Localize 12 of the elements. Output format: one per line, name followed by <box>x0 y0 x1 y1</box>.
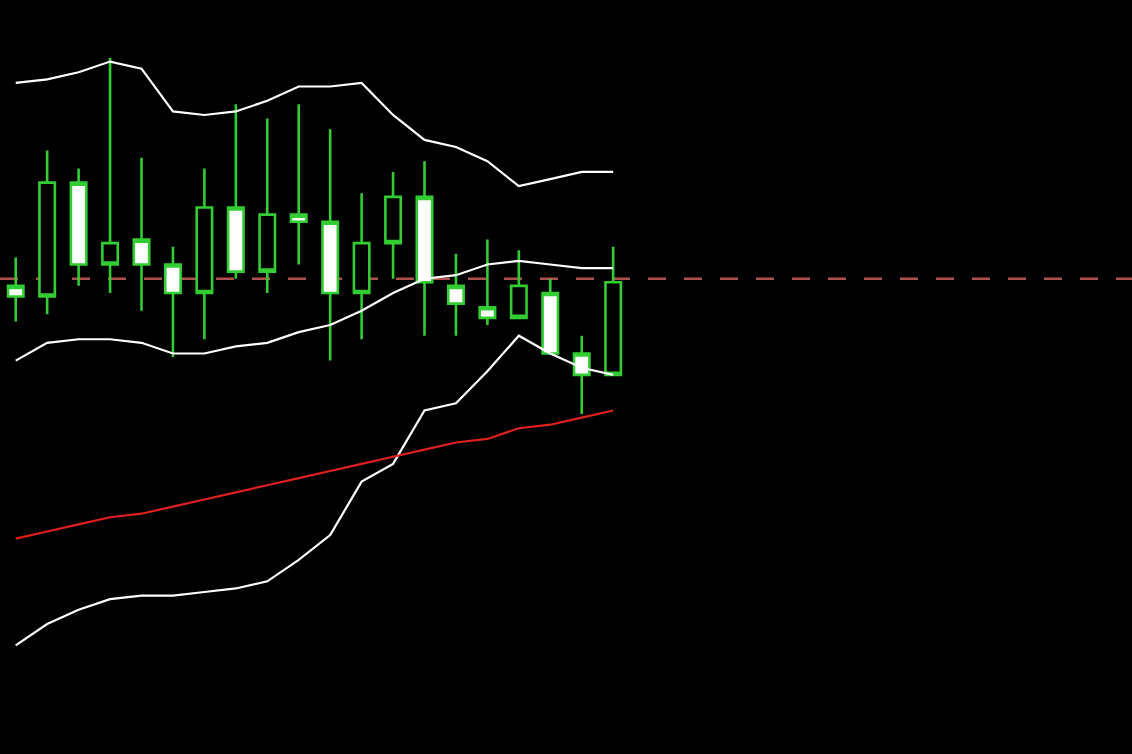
candlestick <box>195 167 214 341</box>
candlestick <box>69 167 88 288</box>
candlestick <box>352 192 371 341</box>
candlestick <box>6 256 25 323</box>
candlestick <box>132 156 151 313</box>
candlestick <box>38 149 57 316</box>
candlestick <box>101 56 120 295</box>
candlestick <box>258 117 277 295</box>
candlestick <box>509 248 528 320</box>
candlestick <box>384 170 403 281</box>
candlestick <box>289 103 308 266</box>
candlestick <box>604 245 623 377</box>
